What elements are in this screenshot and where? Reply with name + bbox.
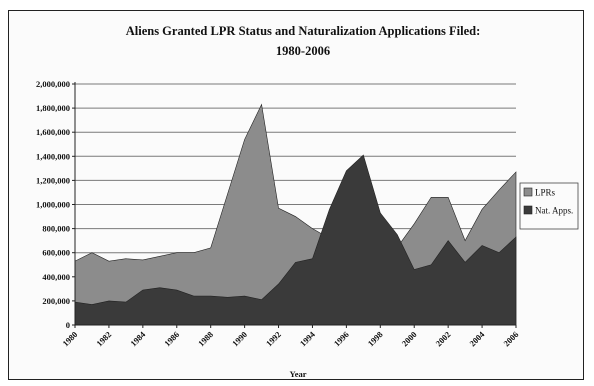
chart-subtitle: 1980-2006 <box>276 44 330 58</box>
axes <box>74 82 516 326</box>
legend-label: LPRs <box>535 188 556 198</box>
y-tick-label: 1,000,000 <box>36 200 70 210</box>
x-tick-label: 2004 <box>467 329 487 349</box>
x-tick-label: 2006 <box>501 329 520 348</box>
y-tick-label: 800,000 <box>42 224 70 234</box>
legend-swatch <box>523 187 533 197</box>
legend-swatch <box>523 205 533 215</box>
x-tick-label: 1984 <box>128 329 148 349</box>
y-tick-label: 0 <box>66 320 70 330</box>
chart-title: Aliens Granted LPR Status and Naturaliza… <box>126 24 481 38</box>
x-tick-label: 1990 <box>230 329 249 348</box>
legend: LPRs Nat. Apps. <box>519 182 579 230</box>
x-tick-label: 1986 <box>162 329 181 348</box>
y-axis-ticks: 0 200,000 400,000 600,000 800,000 1,000,000 1,… <box>36 79 75 330</box>
y-tick-label: 1,400,000 <box>36 151 70 161</box>
y-tick-label: 200,000 <box>42 296 70 306</box>
x-tick-label: 2000 <box>400 329 419 348</box>
y-tick-label: 1,600,000 <box>36 127 70 137</box>
x-tick-label: 1988 <box>196 329 215 348</box>
legend-label: Nat. Apps. <box>535 206 573 216</box>
y-tick-label: 600,000 <box>42 248 70 258</box>
x-tick-label: 2002 <box>433 329 452 348</box>
x-tick-label: 1982 <box>94 329 113 348</box>
y-tick-label: 1,800,000 <box>36 103 70 113</box>
y-tick-label: 1,200,000 <box>36 175 70 185</box>
y-tick-label: 2,000,000 <box>36 79 70 89</box>
chart-frame: Aliens Granted LPR Status and Naturaliza… <box>8 10 584 380</box>
x-tick-label: 1998 <box>366 329 385 348</box>
x-tick-label: 1996 <box>332 329 351 348</box>
x-tick-label: 1994 <box>298 329 318 349</box>
x-axis-label: Year <box>290 369 307 379</box>
series-areas <box>74 103 517 326</box>
x-tick-label: 1980 <box>60 329 79 348</box>
x-tick-label: 1992 <box>264 329 283 348</box>
x-axis-ticks: 1980 1982 1984 1986 1988 1990 1992 1994 1996 1998… <box>60 325 520 348</box>
series-area-nat-apps <box>74 154 517 326</box>
y-tick-label: 400,000 <box>42 272 70 282</box>
area-chart: Aliens Granted LPR Status and Naturaliza… <box>36 24 579 379</box>
